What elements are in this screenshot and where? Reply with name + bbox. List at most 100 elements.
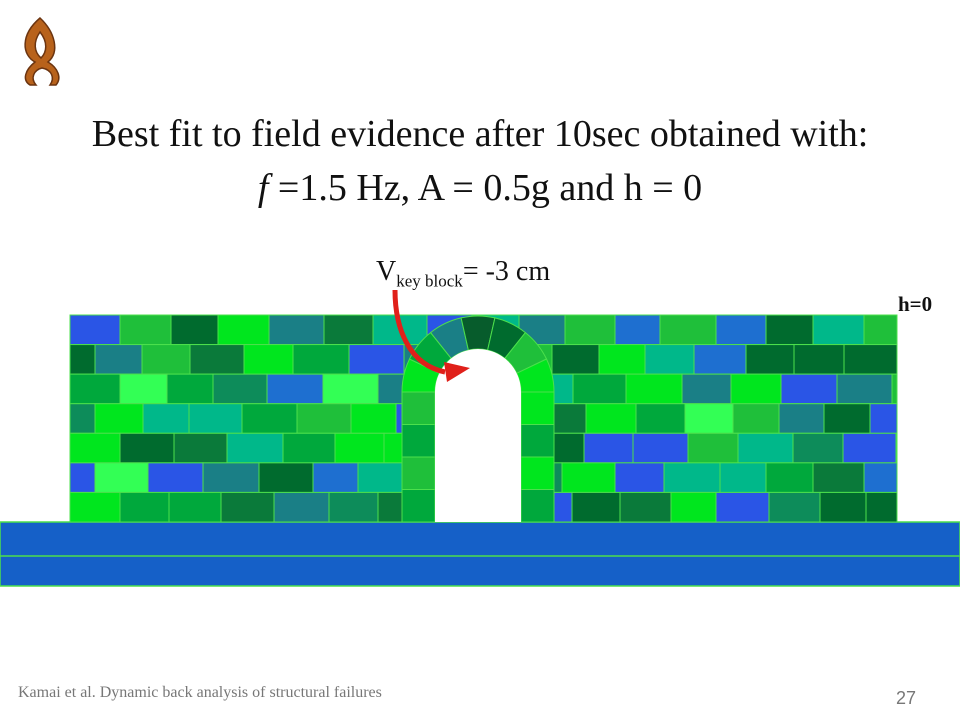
block — [765, 314, 814, 346]
block — [572, 373, 627, 405]
block — [212, 373, 268, 405]
block — [296, 403, 352, 434]
block — [681, 373, 732, 405]
block — [745, 344, 795, 375]
block — [142, 403, 190, 434]
block — [687, 432, 739, 464]
block — [328, 491, 379, 523]
jamb-block — [520, 489, 555, 523]
block — [865, 491, 898, 523]
title-text: =1.5 Hz, A = 0.5g and h = 0 — [277, 167, 703, 209]
block — [173, 432, 228, 464]
block — [141, 344, 191, 375]
block — [69, 373, 121, 405]
annotation-subscript: key block — [396, 271, 463, 291]
block — [202, 462, 260, 493]
block — [812, 462, 865, 493]
block — [69, 403, 96, 434]
block — [663, 462, 721, 493]
arrow-head — [444, 362, 470, 382]
block — [266, 373, 324, 405]
block — [273, 491, 330, 523]
block — [322, 373, 379, 405]
block — [863, 314, 898, 346]
block — [780, 373, 838, 405]
block — [69, 432, 121, 464]
wall — [69, 314, 898, 523]
block — [170, 314, 219, 346]
block — [635, 403, 686, 434]
block — [258, 462, 314, 493]
block — [282, 432, 336, 464]
block — [842, 432, 897, 464]
page-number: 27 — [896, 688, 917, 708]
block — [819, 491, 867, 523]
block — [119, 373, 168, 405]
jamb-block — [401, 424, 436, 458]
block — [119, 432, 175, 464]
title-italic: f — [257, 167, 269, 209]
block — [670, 491, 717, 523]
block — [619, 491, 672, 523]
block — [719, 462, 767, 493]
arrow — [392, 289, 446, 375]
title-line: f =1.5 Hz, A = 0.5g and h = 0 — [0, 166, 960, 210]
block — [812, 314, 865, 346]
block — [737, 432, 794, 464]
jamb-block — [520, 456, 555, 490]
annotation: Vkey block= -3 cm — [376, 256, 550, 292]
block — [684, 403, 734, 434]
block — [357, 462, 410, 493]
jamb-block — [401, 489, 436, 523]
block — [334, 432, 385, 464]
block — [715, 491, 770, 523]
block — [793, 344, 845, 375]
block — [166, 373, 214, 405]
block — [792, 432, 844, 464]
block — [168, 491, 222, 523]
block — [312, 462, 359, 493]
side-label: h=0 — [898, 292, 933, 316]
logo — [24, 16, 60, 86]
block — [732, 403, 780, 434]
block — [823, 403, 871, 434]
jamb-block — [520, 424, 555, 458]
block — [659, 314, 717, 346]
block — [583, 432, 634, 464]
block — [895, 432, 898, 464]
block — [268, 314, 325, 346]
block — [147, 462, 204, 493]
block — [730, 373, 782, 405]
block — [571, 491, 621, 523]
block — [69, 462, 96, 493]
block — [119, 314, 172, 346]
block — [226, 432, 284, 464]
block — [715, 314, 767, 346]
block — [69, 344, 96, 375]
footer-text: Kamai et al. Dynamic back analysis of st… — [18, 684, 382, 701]
block — [241, 403, 298, 434]
block — [94, 462, 149, 493]
block — [217, 314, 270, 346]
block — [119, 491, 170, 523]
block — [843, 344, 898, 375]
block — [243, 344, 294, 375]
base-slab — [0, 521, 960, 587]
block — [778, 403, 825, 434]
block — [768, 491, 821, 523]
block — [292, 344, 350, 375]
block — [863, 462, 898, 493]
block — [94, 403, 144, 434]
annotation-text: = -3 cm — [462, 256, 551, 287]
block — [551, 344, 600, 375]
block — [188, 403, 243, 434]
block — [836, 373, 893, 405]
title-line: Best fit to field evidence after 10sec o… — [91, 113, 869, 155]
block — [561, 462, 616, 493]
block — [69, 314, 121, 346]
block — [564, 314, 616, 346]
block — [220, 491, 275, 523]
block — [614, 462, 665, 493]
